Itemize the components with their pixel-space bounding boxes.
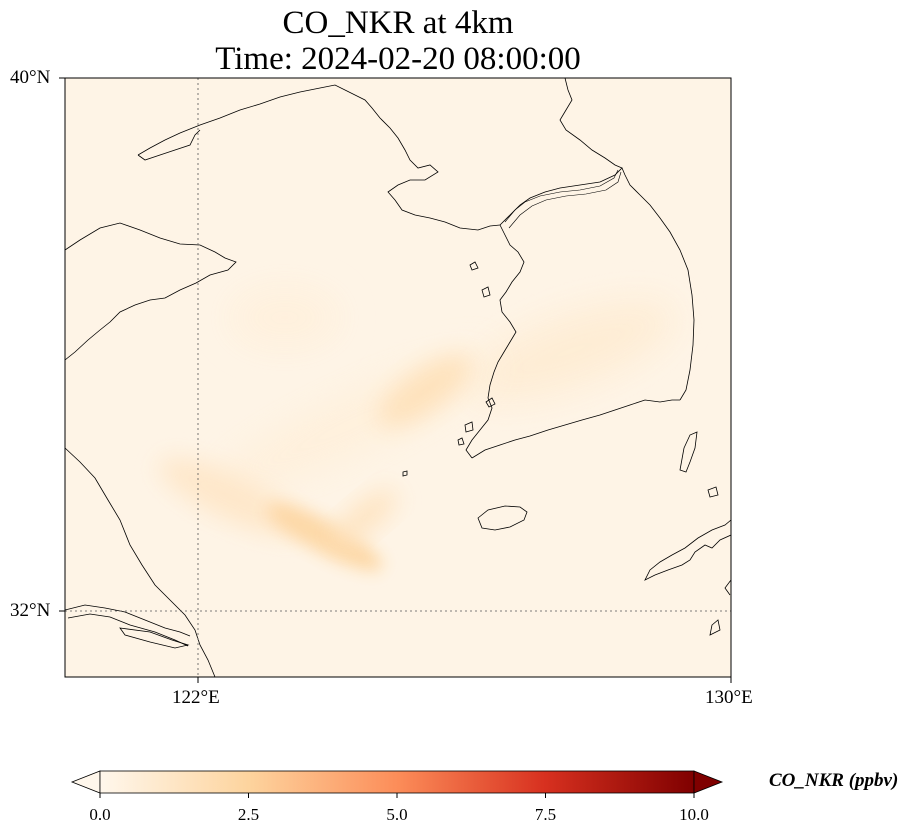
colorbar-body xyxy=(99,770,695,794)
plume-patch xyxy=(158,458,305,537)
x-tick-label-130e: 130°E xyxy=(705,687,753,708)
colorbar-tick-label: 2.5 xyxy=(237,805,260,824)
concentration-field xyxy=(65,78,731,677)
axis-ticks xyxy=(59,77,732,683)
colorbar-tick-label: 10.0 xyxy=(679,805,709,824)
colorbar xyxy=(70,770,724,798)
map-title: CO_NKR at 4km xyxy=(282,5,514,41)
plume-patch xyxy=(266,503,383,571)
colorbar-max-extend xyxy=(693,770,724,794)
coastlines xyxy=(65,78,731,677)
gridlines xyxy=(65,78,731,677)
plume-patch xyxy=(332,489,397,546)
x-tick-label-122e: 122°E xyxy=(172,687,220,708)
colorbar-tick-label: 5.0 xyxy=(386,805,408,824)
plume-patch xyxy=(467,300,676,401)
y-tick-label-32n: 32°N xyxy=(10,600,51,621)
map-subtitle-time: Time: 2024-02-20 08:00:00 xyxy=(215,41,581,77)
plume-patch xyxy=(229,287,340,348)
colorbar-label: CO_NKR (ppbv) xyxy=(769,770,899,791)
colorbar-min-extend xyxy=(70,770,101,794)
colorbar-tick-label: 7.5 xyxy=(534,805,557,824)
map-frame xyxy=(64,77,732,678)
y-tick-label-40n: 40°N xyxy=(10,67,51,88)
plume-patch xyxy=(378,355,472,427)
colorbar-tick-label: 0.0 xyxy=(89,805,111,824)
